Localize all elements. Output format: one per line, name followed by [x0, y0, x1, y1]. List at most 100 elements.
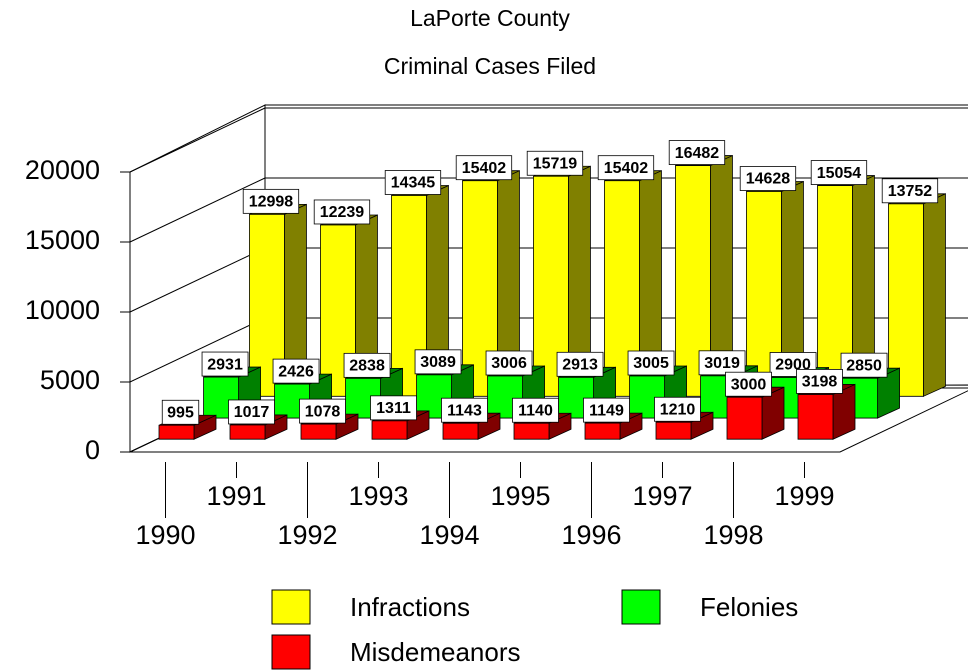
- value-label: 16482: [675, 145, 720, 162]
- bar: [249, 203, 307, 397]
- bar-front: [442, 422, 479, 440]
- value-label-box: [228, 399, 275, 425]
- value-label-box: [725, 371, 772, 397]
- x-tick-label: 1999: [774, 481, 834, 511]
- value-label-box: [627, 350, 675, 376]
- value-label: 3089: [420, 354, 456, 371]
- legend-swatch: [271, 634, 311, 670]
- value-label-box: [597, 155, 655, 181]
- x-tick-label: 1992: [277, 520, 337, 550]
- bar-front: [888, 203, 924, 397]
- value-label: 3198: [802, 374, 838, 391]
- bar-front: [513, 422, 550, 440]
- value-label-box: [201, 351, 249, 377]
- grid-line: [129, 247, 266, 313]
- value-label-box: [485, 350, 533, 376]
- bar-front: [726, 396, 763, 440]
- value-label-box: [455, 155, 513, 181]
- legend-label: Misdemeanors: [350, 637, 521, 667]
- value-label-box: [526, 150, 584, 176]
- value-label: 3019: [704, 355, 740, 372]
- legend-swatch: [271, 589, 311, 625]
- bar-front: [533, 175, 569, 397]
- y-tick-label: 15000: [25, 225, 100, 255]
- bar-front: [249, 213, 285, 397]
- value-label-box: [881, 178, 939, 204]
- value-label: 2913: [562, 357, 598, 374]
- grid-line: [129, 177, 266, 243]
- value-label-box: [384, 170, 442, 195]
- x-tick-label: 1993: [348, 481, 408, 511]
- value-label: 3000: [731, 376, 767, 393]
- legend-label: Infractions: [350, 592, 470, 622]
- y-tick-label: 20000: [25, 155, 100, 185]
- value-label: 2838: [349, 358, 385, 375]
- bar-front: [655, 421, 692, 440]
- value-label: 1149: [589, 402, 624, 419]
- value-label-box: [583, 397, 630, 423]
- chart-subtitle: Criminal Cases Filed: [384, 53, 596, 79]
- bar-front: [300, 423, 337, 440]
- value-label-box: [441, 397, 488, 423]
- value-label: 1140: [518, 402, 553, 419]
- value-label-box: [242, 188, 300, 214]
- legend-label: Felonies: [700, 592, 798, 622]
- value-label: 2850: [846, 357, 882, 374]
- value-label-box: [313, 199, 371, 225]
- chart-title: LaPorte County: [410, 5, 570, 31]
- bar-front: [371, 420, 408, 440]
- value-label-box: [299, 398, 346, 424]
- value-label: 13752: [888, 183, 933, 200]
- value-label-box: [739, 166, 797, 191]
- bar: [675, 154, 733, 397]
- bar: [888, 193, 946, 397]
- value-label-box: [840, 352, 888, 378]
- bar: [746, 180, 804, 397]
- grid-line: [129, 317, 266, 383]
- value-label-box: [370, 395, 417, 421]
- value-label-box: [161, 399, 200, 425]
- value-label: 15402: [604, 160, 649, 177]
- x-tick-label: 1994: [419, 520, 479, 550]
- value-label: 12998: [249, 194, 294, 211]
- value-label-box: [556, 351, 604, 377]
- bar-front: [604, 180, 640, 397]
- value-label-box: [272, 358, 320, 384]
- value-label-box: [414, 349, 462, 375]
- x-tick-label: 1997: [632, 481, 692, 511]
- x-tick-label: 1990: [135, 520, 195, 550]
- value-label: 12239: [320, 204, 365, 221]
- bar-side: [923, 193, 946, 397]
- bar-front: [462, 180, 498, 397]
- y-tick-label: 0: [85, 435, 100, 465]
- value-label-box: [654, 396, 701, 422]
- x-tick-label: 1998: [703, 520, 763, 550]
- value-label: 3006: [491, 355, 527, 372]
- value-label-box: [698, 350, 746, 376]
- value-label-box: [512, 397, 559, 423]
- value-label-box: [343, 352, 391, 378]
- bar-front: [229, 424, 266, 440]
- y-tick-label: 5000: [40, 365, 100, 395]
- bar-front: [584, 422, 621, 440]
- value-label: 1017: [234, 404, 270, 421]
- value-label: 15402: [462, 160, 507, 177]
- value-label: 3005: [633, 355, 669, 372]
- value-label: 15719: [533, 155, 578, 172]
- grid-line: [129, 107, 266, 173]
- x-tick-label: 1995: [490, 481, 550, 511]
- value-label: 1143: [447, 402, 482, 419]
- bar-front: [675, 165, 711, 397]
- bar-front: [797, 394, 834, 440]
- value-label: 1078: [305, 403, 341, 420]
- value-label: 14628: [746, 171, 791, 188]
- value-label: 2426: [278, 363, 314, 380]
- value-label: 2931: [207, 356, 243, 373]
- x-tick-label: 1991: [206, 481, 266, 511]
- value-label: 14345: [391, 175, 436, 192]
- value-label: 995: [167, 404, 194, 421]
- legend-swatch: [621, 589, 661, 625]
- value-label: 15054: [817, 165, 862, 182]
- x-tick-label: 1996: [561, 520, 621, 550]
